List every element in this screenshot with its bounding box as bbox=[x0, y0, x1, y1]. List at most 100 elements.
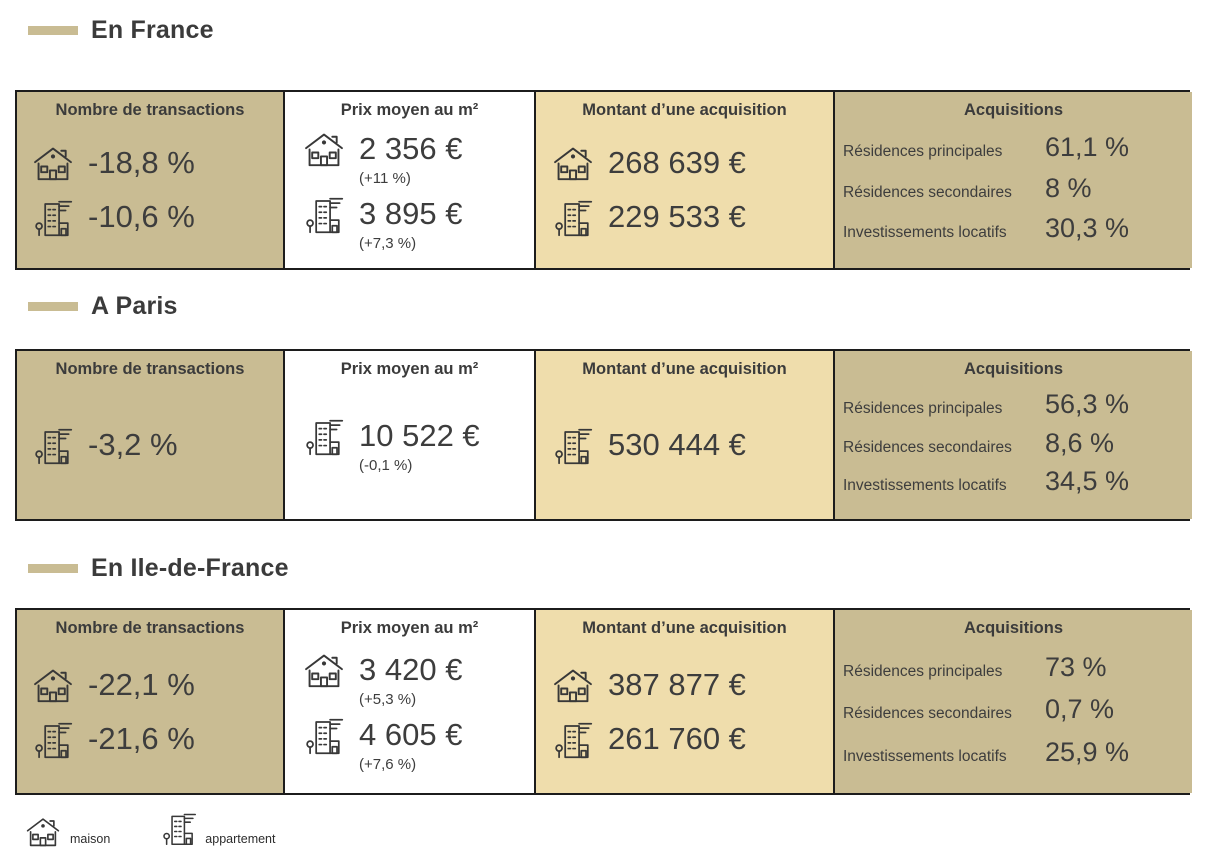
legend: maison appartement bbox=[25, 808, 275, 848]
acquisition-value: 56,3 % bbox=[1045, 388, 1130, 419]
price-entry: 4 605 € (+7,6 %) bbox=[303, 715, 534, 773]
acquisition-value: 25,9 % bbox=[1045, 736, 1130, 767]
building-icon bbox=[303, 416, 345, 456]
price-house-change: (+11 %) bbox=[359, 169, 411, 187]
building-icon bbox=[552, 719, 594, 759]
stats-table-idf: Nombre de transactions -22,1 % -21,6 % P… bbox=[15, 608, 1192, 795]
acquisition-row: Résidences principales 73 % bbox=[843, 652, 1184, 683]
transactions-apartment-value: -3,2 % bbox=[88, 427, 178, 462]
transactions-cell: Nombre de transactions -22,1 % -21,6 % bbox=[17, 610, 285, 793]
section-title: A Paris bbox=[91, 292, 178, 320]
stat-row: -10,6 % bbox=[32, 197, 283, 237]
acquisition-row: Résidences principales 61,1 % bbox=[843, 132, 1184, 163]
transactions-apartment-value: -10,6 % bbox=[88, 199, 195, 234]
acquisitions-cell: Acquisitions Résidences principales 73 %… bbox=[835, 610, 1192, 793]
amount-apartment-value: 261 760 € bbox=[608, 720, 746, 756]
acquisition-row: Résidences secondaires 8,6 % bbox=[843, 428, 1184, 459]
acquisition-label: Investissements locatifs bbox=[843, 224, 1007, 242]
building-icon bbox=[303, 194, 345, 234]
amount-apartment-value: 530 444 € bbox=[608, 427, 746, 462]
building-icon bbox=[32, 719, 74, 759]
legend-house-label: maison bbox=[70, 832, 111, 846]
legend-apartment-label: appartement bbox=[205, 832, 276, 846]
transactions-house-value: -18,8 % bbox=[88, 145, 195, 180]
price-apartment-value: 10 522 € bbox=[359, 418, 480, 453]
column-header: Nombre de transactions bbox=[55, 619, 245, 637]
price-cell: Prix moyen au m² 2 356 € (+11 %) 3 895 €… bbox=[285, 92, 536, 268]
building-icon bbox=[552, 197, 594, 237]
stat-row: -21,6 % bbox=[32, 719, 283, 759]
title-dash bbox=[28, 302, 78, 311]
acquisition-value: 0,7 % bbox=[1045, 694, 1115, 724]
acquisition-label: Investissements locatifs bbox=[843, 747, 1007, 765]
column-header: Prix moyen au m² bbox=[340, 619, 479, 637]
acquisition-row: Résidences principales 56,3 % bbox=[843, 389, 1184, 420]
price-apartment-change: (+7,6 %) bbox=[359, 756, 417, 773]
house-icon bbox=[32, 143, 74, 183]
stat-row: 387 877 € bbox=[552, 665, 833, 705]
price-apartment-change: (+7,3 %) bbox=[359, 234, 417, 252]
price-cell: Prix moyen au m² 3 420 € (+5,3 %) 4 605 … bbox=[285, 610, 536, 793]
acquisition-label: Résidences principales bbox=[843, 142, 1003, 160]
acquisition-label: Résidences secondaires bbox=[843, 438, 1012, 456]
price-entry: 3 895 € (+7,3 %) bbox=[303, 194, 534, 252]
amount-cell: Montant d’une acquisition 268 639 € 229 … bbox=[536, 92, 835, 268]
column-header: Montant d’une acquisition bbox=[582, 101, 787, 119]
acquisition-row: Résidences secondaires 0,7 % bbox=[843, 694, 1184, 725]
legend-house: maison bbox=[25, 815, 110, 848]
column-header: Prix moyen au m² bbox=[340, 360, 479, 378]
stat-row: 268 639 € bbox=[552, 143, 833, 183]
house-icon bbox=[303, 650, 345, 690]
house-icon bbox=[552, 143, 594, 183]
acquisition-value: 61,1 % bbox=[1045, 131, 1130, 162]
transactions-house-value: -22,1 % bbox=[88, 666, 195, 702]
column-header: Acquisitions bbox=[963, 360, 1063, 378]
house-icon bbox=[303, 129, 345, 169]
price-house-value: 3 420 € bbox=[359, 652, 463, 687]
acquisitions-cell: Acquisitions Résidences principales 56,3… bbox=[835, 351, 1192, 519]
building-icon bbox=[552, 425, 594, 465]
acquisition-label: Résidences secondaires bbox=[843, 705, 1012, 722]
stats-table-paris: Nombre de transactions -3,2 % Prix moyen… bbox=[15, 349, 1192, 521]
stat-row: 530 444 € bbox=[552, 425, 833, 465]
transactions-cell: Nombre de transactions -18,8 % -10,6 % bbox=[17, 92, 285, 268]
amount-cell: Montant d’une acquisition 530 444 € bbox=[536, 351, 835, 519]
price-apartment-change: (-0,1 %) bbox=[359, 457, 413, 474]
stat-row: -18,8 % bbox=[32, 143, 283, 183]
section-france-title: En France bbox=[28, 16, 214, 45]
title-dash bbox=[28, 26, 78, 35]
house-icon bbox=[32, 665, 74, 705]
title-dash bbox=[28, 564, 78, 573]
acquisitions-cell: Acquisitions Résidences principales 61,1… bbox=[835, 92, 1192, 268]
column-header: Montant d’une acquisition bbox=[582, 360, 787, 378]
house-icon bbox=[25, 815, 61, 848]
stat-row: 229 533 € bbox=[552, 197, 833, 237]
section-title: En France bbox=[91, 16, 214, 44]
price-entry: 2 356 € (+11 %) bbox=[303, 129, 534, 187]
acquisition-value: 30,3 % bbox=[1045, 213, 1130, 244]
acquisition-value: 73 % bbox=[1045, 651, 1107, 682]
acquisition-row: Investissements locatifs 34,5 % bbox=[843, 466, 1184, 497]
column-header: Acquisitions bbox=[963, 101, 1063, 119]
price-cell: Prix moyen au m² 10 522 € (-0,1 %) bbox=[285, 351, 536, 519]
transactions-apartment-value: -21,6 % bbox=[88, 720, 195, 756]
stat-row: -22,1 % bbox=[32, 665, 283, 705]
price-entry: 10 522 € (-0,1 %) bbox=[303, 416, 534, 474]
acquisition-label: Résidences secondaires bbox=[843, 183, 1012, 201]
acquisition-label: Résidences principales bbox=[843, 662, 1003, 680]
section-idf-title: En Ile-de-France bbox=[28, 554, 289, 583]
section-paris-title: A Paris bbox=[28, 292, 178, 321]
price-apartment-value: 3 895 € bbox=[359, 195, 463, 231]
building-icon bbox=[32, 425, 74, 465]
stat-row: 261 760 € bbox=[552, 719, 833, 759]
acquisition-label: Investissements locatifs bbox=[843, 477, 1007, 495]
acquisition-value: 8 % bbox=[1045, 172, 1092, 203]
column-header: Prix moyen au m² bbox=[340, 101, 479, 119]
price-apartment-value: 4 605 € bbox=[359, 717, 463, 752]
amount-house-value: 387 877 € bbox=[608, 666, 746, 702]
column-header: Nombre de transactions bbox=[55, 360, 245, 378]
price-house-change: (+5,3 %) bbox=[359, 691, 417, 708]
price-entry: 3 420 € (+5,3 %) bbox=[303, 650, 534, 708]
building-icon bbox=[162, 808, 196, 848]
house-icon bbox=[552, 665, 594, 705]
